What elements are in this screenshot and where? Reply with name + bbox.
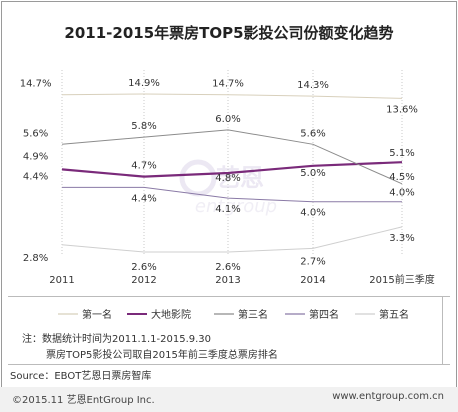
data-label-4-4: 3.3% xyxy=(389,233,414,244)
series-line-3 xyxy=(62,186,402,203)
data-label-2-0: 5.6% xyxy=(23,128,48,139)
copyright-text: ©2015.11 艺恩EntGroup Inc. xyxy=(12,395,155,406)
data-label-3-3: 4.0% xyxy=(300,208,325,219)
data-label-3-4: 4.0% xyxy=(389,188,414,199)
legend-label-4: 第五名 xyxy=(379,308,409,321)
watermark-logo-icon xyxy=(179,159,217,197)
series-line-2 xyxy=(61,129,403,185)
data-label-0-3: 14.3% xyxy=(297,80,329,91)
data-label-0-2: 14.7% xyxy=(212,79,244,90)
data-label-1-0: 4.9% xyxy=(23,151,48,162)
x-tick-label-1: 2012 xyxy=(131,275,156,286)
series-line-4 xyxy=(61,226,403,253)
data-label-1-3: 5.0% xyxy=(300,168,325,179)
data-label-4-0: 2.8% xyxy=(23,253,48,264)
note-line-1: 注：数据统计时间为2011.1.1-2015.9.30 xyxy=(22,334,212,345)
data-label-1-1: 4.7% xyxy=(131,161,156,172)
data-label-4-3: 2.7% xyxy=(300,256,325,267)
x-tick-label-0: 2011 xyxy=(49,275,74,286)
watermark-en: entgroup xyxy=(195,196,277,217)
divider-right xyxy=(442,296,443,364)
x-tick-label-2: 2013 xyxy=(215,275,240,286)
data-label-4-1: 2.6% xyxy=(131,262,156,273)
data-label-2-2: 6.0% xyxy=(215,114,240,125)
data-label-0-0: 14.7% xyxy=(20,79,52,90)
data-label-1-2: 4.8% xyxy=(215,173,240,184)
legend-label-3: 第四名 xyxy=(309,308,339,321)
data-label-3-1: 4.4% xyxy=(131,193,156,204)
data-label-3-2: 4.1% xyxy=(215,204,240,215)
series-line-1 xyxy=(61,161,403,178)
series-line-0 xyxy=(61,93,403,99)
data-label-0-4: 13.6% xyxy=(386,104,418,115)
data-label-2-1: 5.8% xyxy=(131,121,156,132)
divider-top xyxy=(8,296,450,297)
data-label-3-0: 4.4% xyxy=(23,171,48,182)
data-label-2-3: 5.6% xyxy=(300,128,325,139)
watermark: 艺恩 entgroup xyxy=(179,159,277,217)
data-label-2-4: 4.5% xyxy=(389,172,414,183)
legend-label-2: 第三名 xyxy=(238,308,268,321)
footer-bar xyxy=(0,387,458,412)
legend-label-0: 第一名 xyxy=(82,308,112,321)
data-label-4-2: 2.6% xyxy=(215,262,240,273)
data-label-0-1: 14.9% xyxy=(128,78,160,89)
source-text: Source：EBOT艺恩日票房智库 xyxy=(10,371,152,382)
data-label-1-4: 5.1% xyxy=(389,148,414,159)
x-tick-label-4: 2015前三季度 xyxy=(369,273,434,286)
website-link[interactable]: www.entgroup.com.cn xyxy=(332,391,444,402)
watermark-cn: 艺恩 xyxy=(216,164,264,192)
divider-bottom xyxy=(8,364,450,365)
chart-title: 2011-2015年票房TOP5影投公司份额变化趋势 xyxy=(64,24,394,42)
legend-label-1: 大地影院 xyxy=(151,308,191,321)
note-line-2: 票房TOP5影投公司取自2015年前三季度总票房排名 xyxy=(46,350,278,361)
x-tick-label-3: 2014 xyxy=(300,275,325,286)
